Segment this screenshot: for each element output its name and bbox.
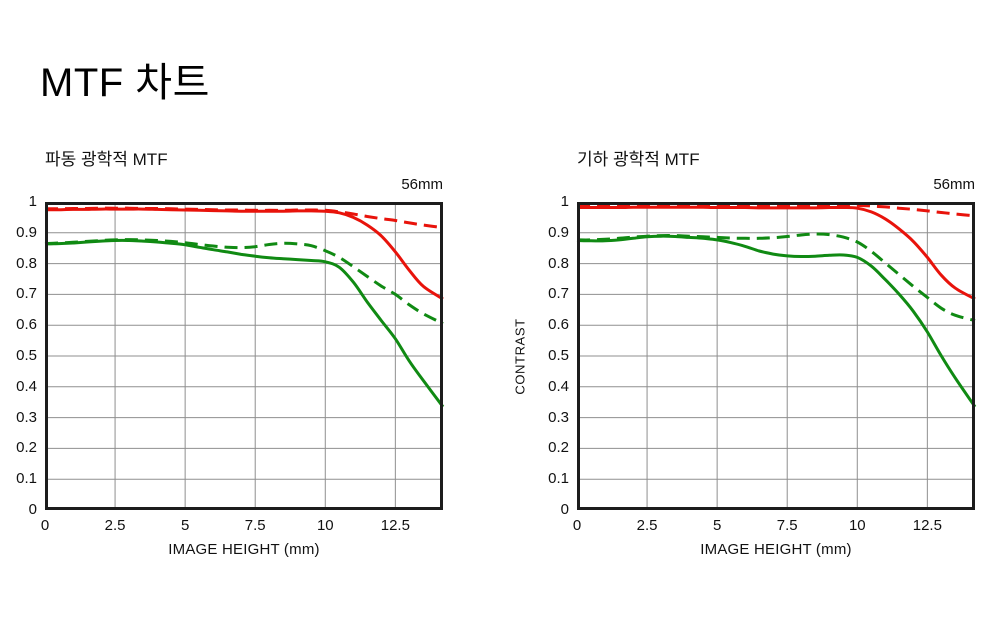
focal-length-label: 56mm — [401, 176, 443, 193]
y-tick-label: 0.8 — [16, 254, 37, 272]
x-tick-label: 5 — [180, 517, 190, 534]
x-tick-label: 7.5 — [244, 517, 266, 534]
y-tick-label: 0.1 — [16, 470, 37, 488]
y-tick-label: 0.9 — [16, 223, 37, 241]
x-tick-label: 10 — [316, 517, 334, 534]
x-tick-label: 0 — [572, 517, 582, 534]
x-tick-label: 7.5 — [776, 517, 798, 534]
y-tick-label: 0.2 — [16, 439, 37, 457]
y-tick-label: 0.9 — [548, 223, 569, 241]
x-tick-label: 5 — [712, 517, 722, 534]
x-tick-label: 0 — [40, 517, 50, 534]
x-axis-ticks: 0 2.5 5 7.5 10 12.5 — [573, 517, 975, 537]
page-title: MTF 차트 — [40, 61, 210, 105]
plot-border — [577, 202, 975, 510]
curve-red-solid — [576, 205, 976, 301]
x-axis-ticks: 0 2.5 5 7.5 10 12.5 — [41, 517, 443, 537]
y-tick-label: 1 — [28, 193, 37, 210]
plot-area — [44, 202, 445, 510]
x-tick-label: 2.5 — [636, 517, 658, 534]
y-tick-label: 1 — [560, 193, 569, 210]
y-tick-label: 0.5 — [16, 347, 37, 364]
curve-green-dashed — [576, 232, 976, 323]
y-tick-label: 0.3 — [548, 408, 569, 426]
x-tick-label: 12.5 — [380, 517, 410, 534]
x-tick-label: 10 — [848, 517, 866, 534]
chart-subtitle: 기하 광학적 MTF — [577, 150, 700, 169]
y-axis-label-contrast: CONTRAST — [512, 317, 528, 395]
x-axis-title: IMAGE HEIGHT (mm) — [700, 541, 852, 558]
y-axis-ticks: 1 0.9 0.8 0.7 0.6 0.5 0.4 0.3 0.2 0.1 0 — [0, 193, 37, 518]
x-tick-label: 2.5 — [104, 517, 126, 534]
chart-subtitle: 파동 광학적 MTF — [45, 150, 168, 169]
x-axis-title: IMAGE HEIGHT (mm) — [168, 541, 320, 558]
y-tick-label: 0.7 — [548, 285, 569, 303]
wave-optical-mtf-chart: 파동 광학적 MTF 56mm 1 0.9 0.8 0.7 0.6 0.5 0.4 0.3 0.… — [0, 0, 468, 636]
y-tick-label: 0.2 — [548, 439, 569, 457]
y-axis-ticks: 1 0.9 0.8 0.7 0.6 0.5 0.4 0.3 0.2 0.1 0 — [532, 193, 569, 518]
y-tick-label: 0.5 — [548, 347, 569, 364]
y-tick-label: 0.7 — [16, 285, 37, 303]
y-tick-label: 0 — [560, 501, 569, 518]
y-tick-label: 0.8 — [548, 254, 569, 272]
y-tick-label: 0.6 — [16, 316, 37, 334]
x-tick-label: 12.5 — [912, 517, 942, 534]
y-tick-label: 0 — [28, 501, 37, 518]
y-axis-label-wrap: CONTRAST — [511, 202, 529, 510]
y-tick-label: 0.4 — [16, 377, 37, 395]
focal-length-label: 56mm — [933, 176, 975, 193]
curve-red-dashed — [44, 206, 444, 230]
curve-green-dashed — [44, 238, 444, 326]
y-tick-label: 0.4 — [548, 377, 569, 395]
curve-green-solid — [576, 234, 977, 408]
y-tick-label: 0.3 — [16, 408, 37, 426]
y-tick-label: 0.1 — [548, 470, 569, 488]
plot-area — [576, 202, 977, 510]
plot-border — [45, 202, 443, 510]
curve-green-solid — [44, 238, 445, 408]
geometric-optical-mtf-chart: 기하 광학적 MTF 56mm CONTRAST 1 0.9 0.8 0.7 0.6 0.… — [513, 0, 1000, 636]
y-tick-label: 0.6 — [548, 316, 569, 334]
